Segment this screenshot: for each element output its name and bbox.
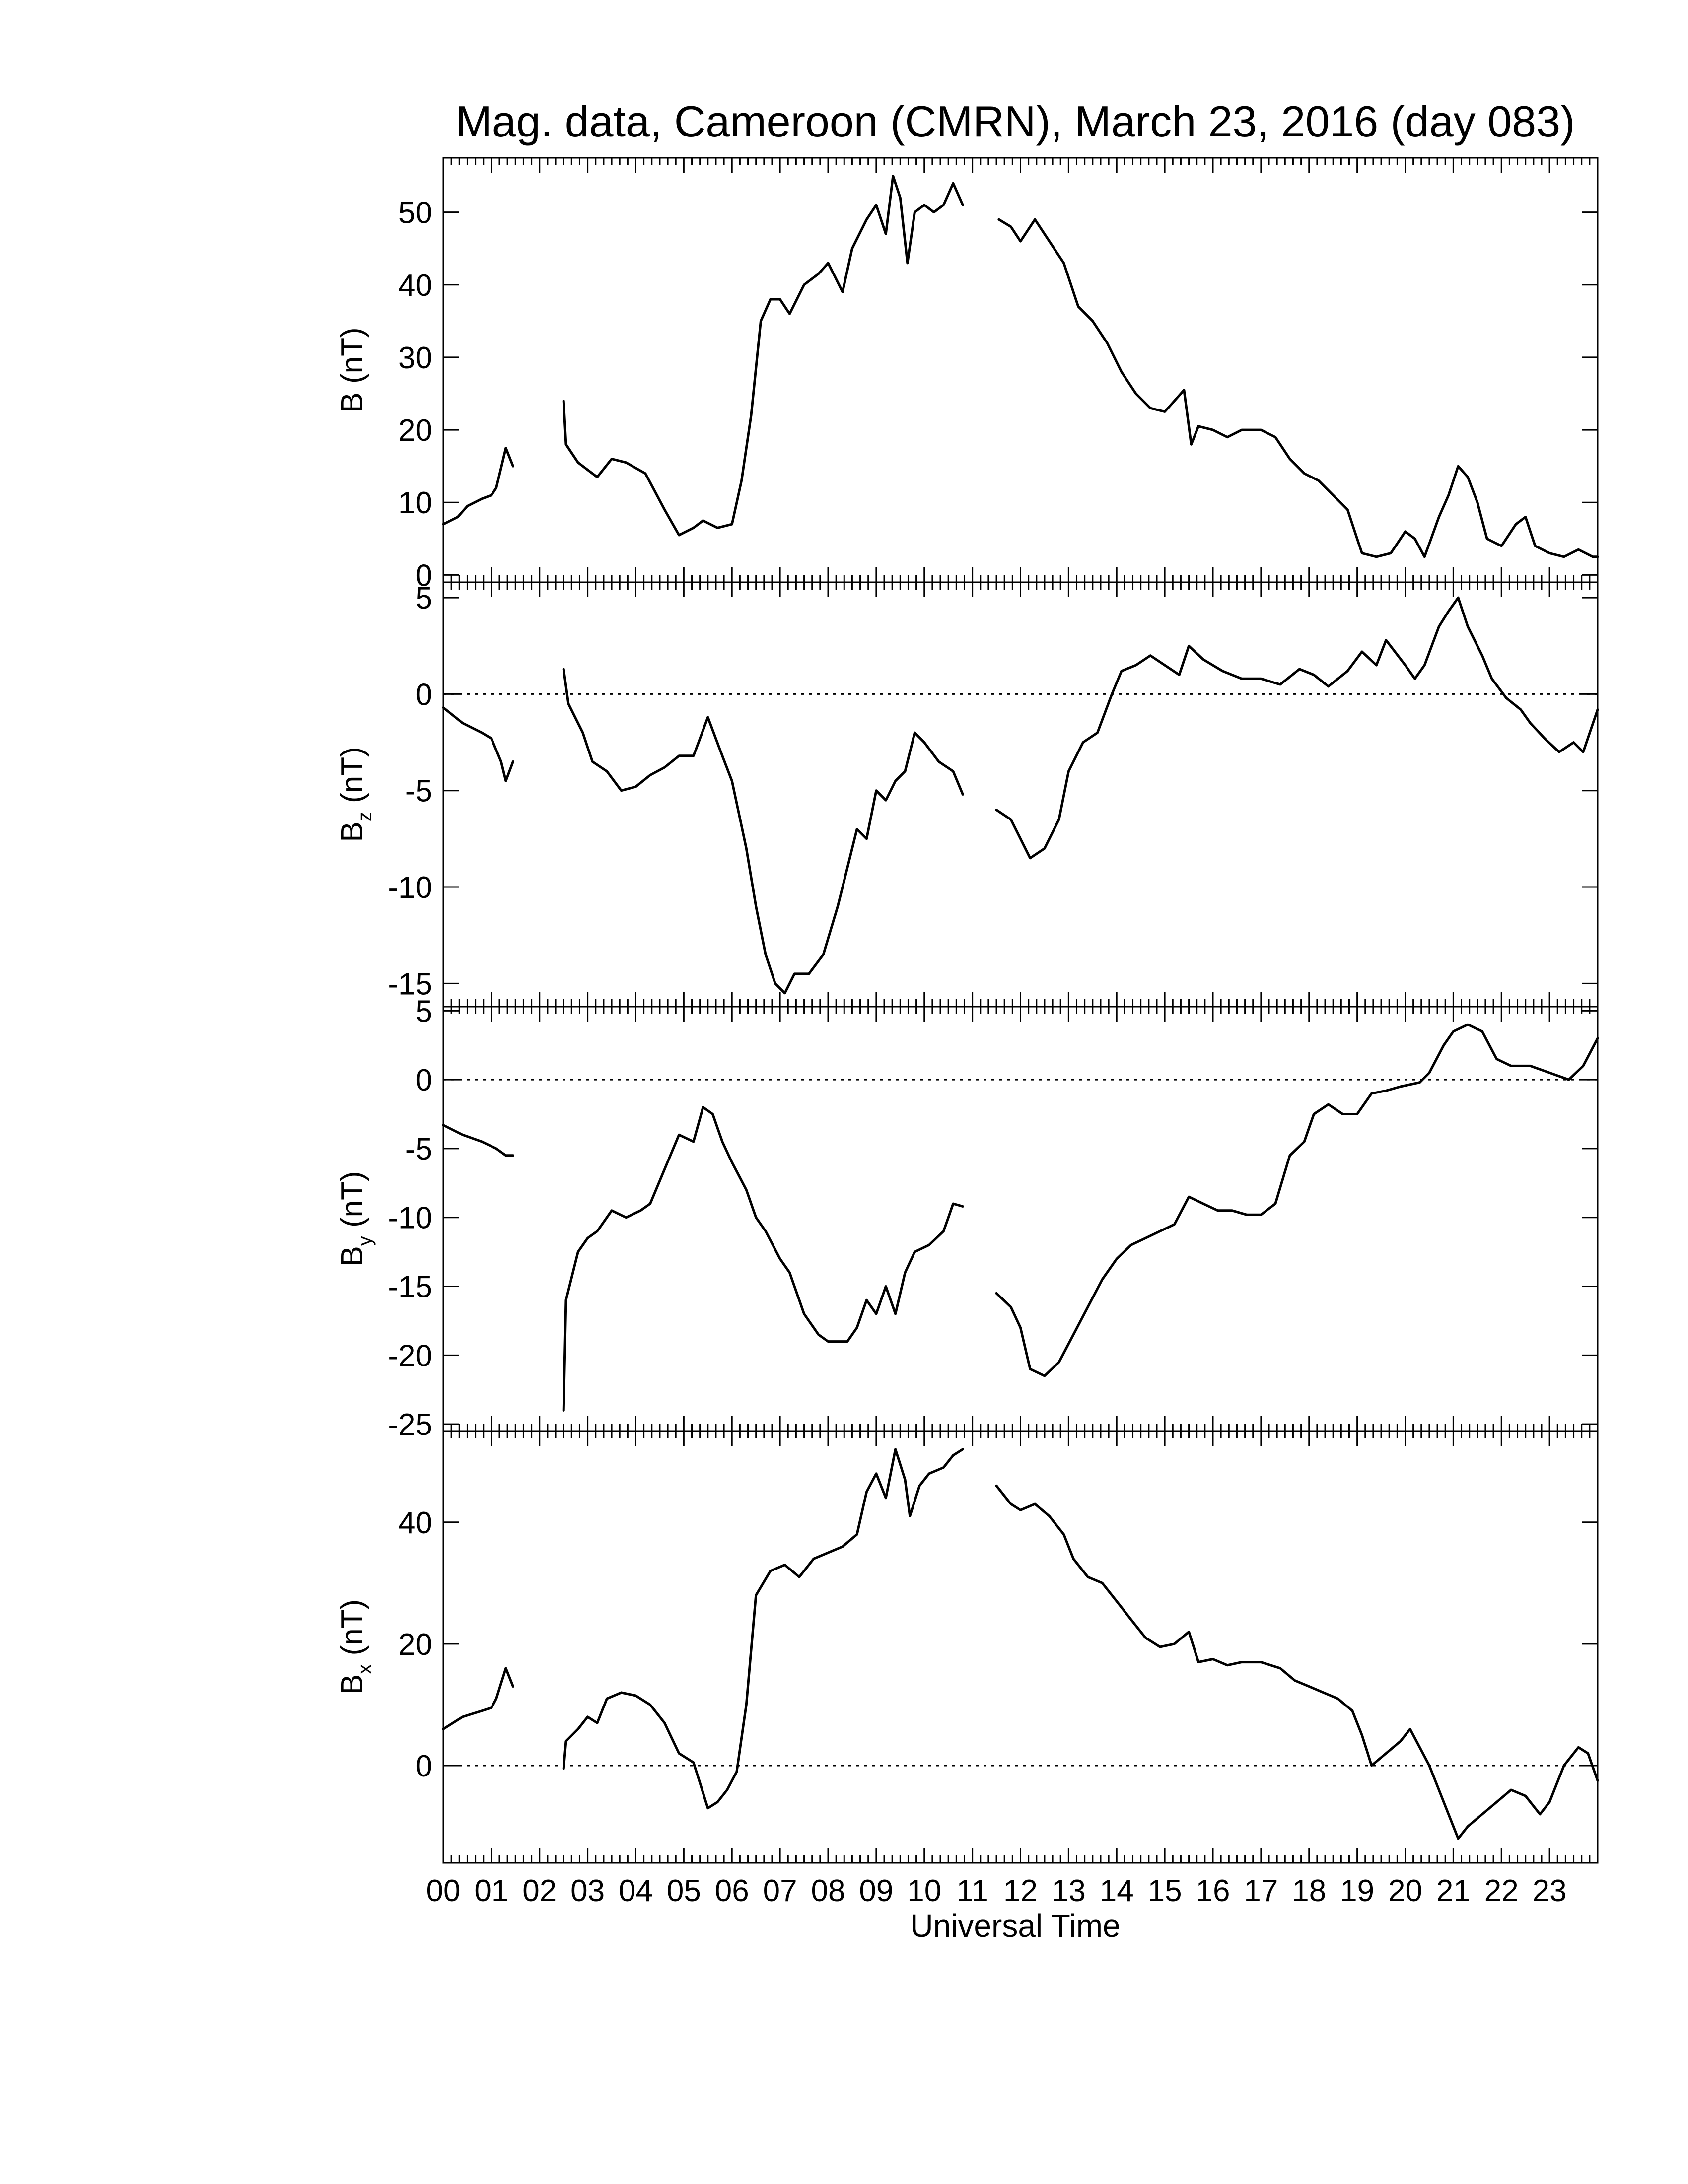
x-tick-label: 17 (1244, 1874, 1278, 1908)
x-axis-tick-labels: 00 01 02 03 04 05 06 07 08 09 10 11 12 13 14 15 16 17 18 19… (426, 1874, 1567, 1908)
y-tick-label: -5 (405, 774, 432, 809)
x-tick-label: 13 (1052, 1874, 1086, 1908)
panel-By: -25 -20 -15 -10 -5 0 5 By (nT) (335, 994, 1599, 1442)
x-tick-label: 07 (763, 1874, 797, 1908)
x-tick-label: 12 (1003, 1874, 1038, 1908)
y-tick-label: -10 (388, 871, 432, 905)
series-Bx-segment-1 (562, 1448, 964, 1810)
y-axis-title-symbol: B (335, 1246, 369, 1266)
x-tick-label: 10 (907, 1874, 941, 1908)
y-axis-title-unit: (nT) (335, 747, 369, 812)
x-tick-label: 15 (1148, 1874, 1182, 1908)
y-tick-label: 50 (398, 196, 432, 230)
x-tick-label: 09 (859, 1874, 893, 1908)
x-tick-label: 08 (811, 1874, 845, 1908)
y-tick-label: 0 (416, 678, 432, 712)
y-axis-title-unit: (nT) (335, 327, 369, 392)
y-axis-title-unit: (nT) (335, 1599, 369, 1664)
y-tick-label: 40 (398, 269, 432, 303)
panel-Bx: 0 20 40 Bx (nT) (335, 1430, 1599, 1864)
x-tick-label: 22 (1484, 1874, 1519, 1908)
series-Bz-segment-1 (562, 668, 964, 995)
y-axis-title-subscript: y (354, 1236, 376, 1246)
y-tick-label: -20 (388, 1339, 432, 1373)
series-Bz-segment-2 (995, 596, 1599, 860)
series-B-segment-1 (562, 175, 964, 537)
y-tick-label: 20 (398, 413, 432, 448)
x-tick-label: 21 (1436, 1874, 1471, 1908)
y-tick-label: -15 (388, 967, 432, 1001)
y-tick-label: 20 (398, 1628, 432, 1662)
x-tick-label: 20 (1388, 1874, 1422, 1908)
y-axis-title-B: B (nT) (335, 327, 369, 412)
panel-B: 0 10 20 30 40 50 B (nT) (335, 157, 1599, 593)
y-tick-label: -5 (405, 1132, 432, 1166)
x-tick-label: 11 (956, 1874, 988, 1908)
y-tick-label: -10 (388, 1201, 432, 1235)
y-tick-label: -25 (388, 1408, 432, 1442)
x-tick-label: 04 (619, 1874, 653, 1908)
panel-Bx-frame (442, 1430, 1599, 1864)
y-tick-label: 30 (398, 341, 432, 375)
y-axis-title-symbol: B (335, 1674, 369, 1695)
series-By-segment-1 (562, 1106, 964, 1412)
x-tick-label: 14 (1100, 1874, 1134, 1908)
y-axis-title-Bz: Bz (nT) (335, 747, 376, 842)
y-axis-title-unit: (nT) (335, 1171, 369, 1236)
x-tick-label: 19 (1340, 1874, 1374, 1908)
y-tick-label: 40 (398, 1506, 432, 1540)
series-Bx-segment-2 (995, 1484, 1599, 1840)
series-B-segment-0 (442, 447, 514, 526)
x-tick-label: 01 (474, 1874, 508, 1908)
y-axis-title-Bx: Bx (nT) (335, 1599, 376, 1695)
series-By-segment-0 (442, 1124, 514, 1157)
x-tick-label: 02 (522, 1874, 557, 1908)
y-axis-title-subscript: z (354, 812, 376, 821)
x-tick-label: 06 (715, 1874, 749, 1908)
x-tick-label: 18 (1292, 1874, 1326, 1908)
x-tick-label: 05 (667, 1874, 701, 1908)
panel-B-frame (442, 157, 1599, 583)
y-tick-label: 10 (398, 486, 432, 520)
y-axis-title-symbol: B (335, 821, 369, 842)
y-axis-title-By: By (nT) (335, 1171, 376, 1266)
x-axis-title: Universal Time (910, 1908, 1120, 1944)
y-tick-label: -15 (388, 1270, 432, 1304)
y-tick-label: 5 (416, 581, 432, 615)
chart-title: Mag. data, Cameroon (CMRN), March 23, 20… (456, 97, 1575, 146)
series-Bx-segment-0 (442, 1667, 514, 1730)
x-tick-label: 23 (1533, 1874, 1567, 1908)
panel-By-frame (442, 1006, 1599, 1432)
y-tick-label: 0 (416, 1063, 432, 1097)
panel-Bz-frame (442, 581, 1599, 1008)
series-Bz-segment-0 (442, 706, 514, 782)
y-tick-label: 0 (416, 1749, 432, 1783)
series-By-segment-2 (995, 1023, 1599, 1377)
y-tick-label: 5 (416, 994, 432, 1028)
x-tick-label: 00 (426, 1874, 461, 1908)
y-axis-title-symbol: B (335, 392, 369, 412)
series-B-segment-2 (997, 218, 1599, 558)
y-tick-label: 0 (416, 558, 432, 593)
x-tick-label: 16 (1196, 1874, 1230, 1908)
panel-Bz: -15 -10 -5 0 5 Bz (nT) (335, 581, 1599, 1008)
y-axis-title-subscript: x (354, 1664, 376, 1674)
x-tick-label: 03 (570, 1874, 605, 1908)
